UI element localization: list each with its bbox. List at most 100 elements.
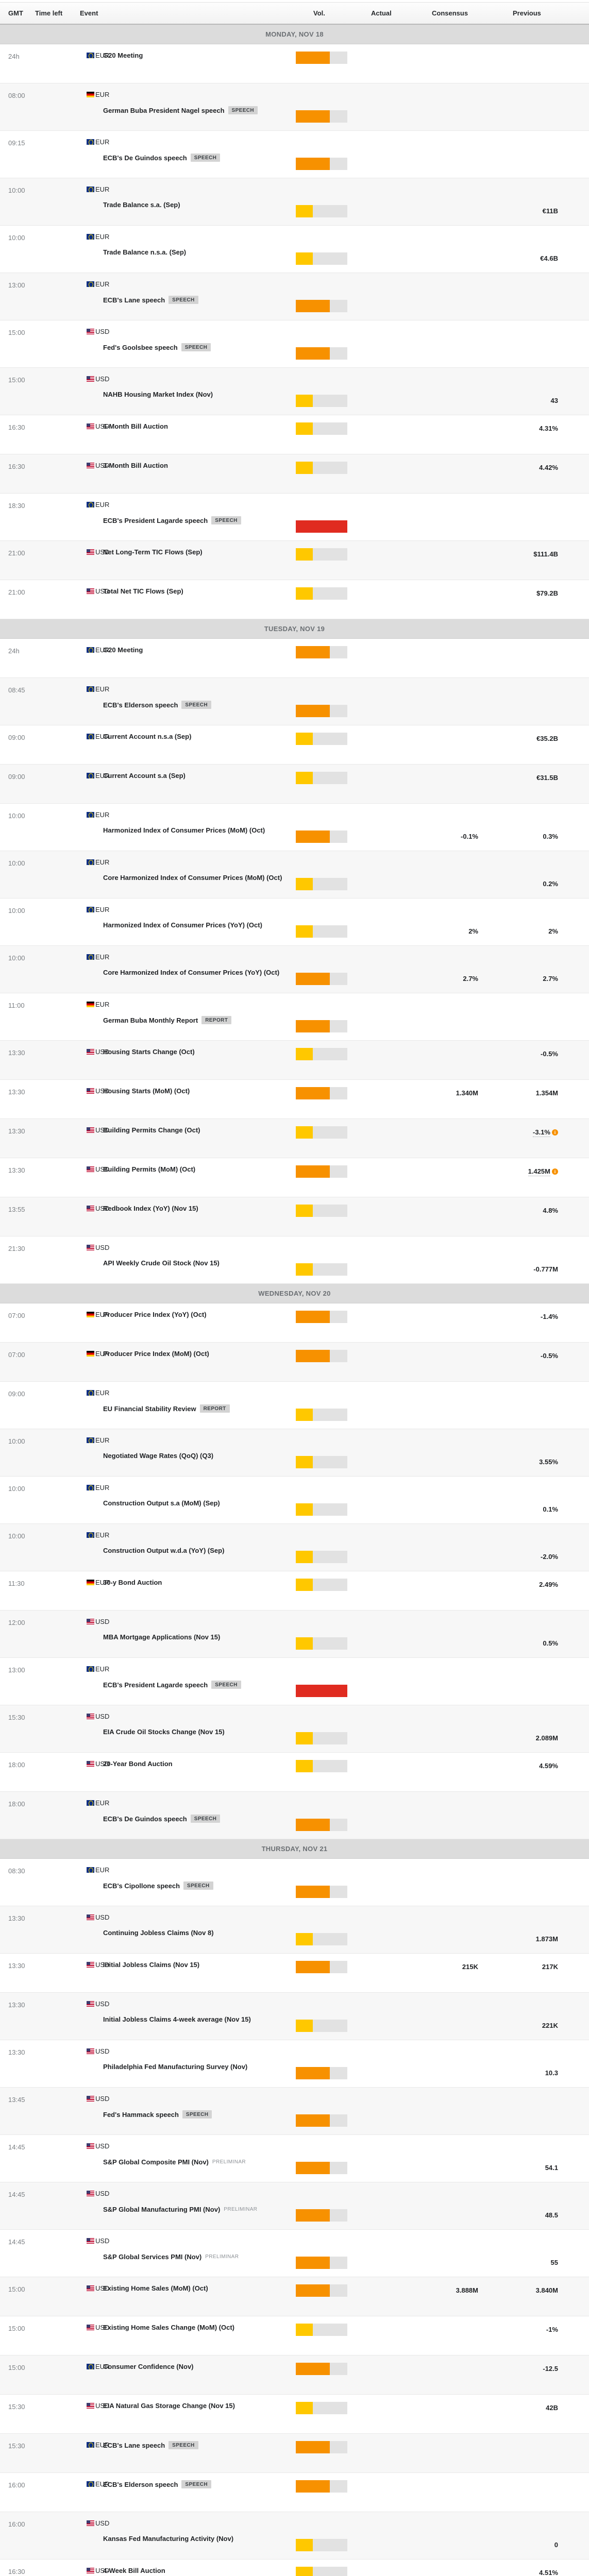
calendar-event-row[interactable]: 18:30 EUR ECB's President Lagarde speech SP…	[0, 494, 589, 541]
event-name-cell[interactable]: Net Long-Term TIC Flows (Sep)	[103, 548, 203, 556]
calendar-event-row[interactable]: 10:00 EUR Negotiated Wage Rates (QoQ) (Q3)…	[0, 1429, 589, 1477]
event-name[interactable]: Existing Home Sales Change (MoM) (Oct)	[103, 2324, 234, 2331]
calendar-event-row[interactable]: 15:00 USD Fed's Goolsbee speech SPEECH	[0, 320, 589, 368]
event-name[interactable]: Building Permits Change (Oct)	[103, 1126, 200, 1134]
event-name[interactable]: Kansas Fed Manufacturing Activity (Nov)	[103, 2535, 234, 2543]
event-name[interactable]: Housing Starts (MoM) (Oct)	[103, 1087, 190, 1095]
event-name-cell[interactable]: 20-Year Bond Auction	[103, 1760, 173, 1768]
event-name[interactable]: Total Net TIC Flows (Sep)	[103, 587, 183, 595]
event-name[interactable]: Current Account s.a (Sep)	[103, 772, 186, 779]
calendar-event-row[interactable]: 16:00 USD Kansas Fed Manufacturing Activit…	[0, 2512, 589, 2560]
event-name-cell[interactable]: Harmonized Index of Consumer Prices (YoY…	[103, 921, 262, 929]
calendar-event-row[interactable]: 13:30 USD Building Permits (MoM) (Oct) 1.42…	[0, 1158, 589, 1197]
event-name-cell[interactable]: Housing Starts (MoM) (Oct)	[103, 1087, 190, 1095]
calendar-event-row[interactable]: 18:00 USD 20-Year Bond Auction 4.59%	[0, 1753, 589, 1792]
event-name-cell[interactable]: Total Net TIC Flows (Sep)	[103, 587, 183, 595]
column-header-actual[interactable]: Actual	[371, 9, 392, 17]
event-name-cell[interactable]: Consumer Confidence (Nov)	[103, 2363, 194, 2370]
calendar-event-row[interactable]: 13:30 USD Initial Jobless Claims 4-week av…	[0, 1993, 589, 2040]
event-name[interactable]: Producer Price Index (MoM) (Oct)	[103, 1350, 209, 1358]
calendar-event-row[interactable]: 08:00 EUR German Buba President Nagel spee…	[0, 83, 589, 131]
event-name[interactable]: MBA Mortgage Applications (Nov 15)	[103, 1633, 221, 1641]
event-name[interactable]: ECB's Elderson speech	[103, 701, 178, 709]
calendar-event-row[interactable]: 15:30 USD EIA Natural Gas Storage Change (…	[0, 2395, 589, 2434]
event-name[interactable]: Existing Home Sales (MoM) (Oct)	[103, 2284, 208, 2292]
calendar-event-row[interactable]: 14:45 USD S&P Global Manufacturing PMI (No…	[0, 2182, 589, 2230]
calendar-event-row[interactable]: 15:00 USD Existing Home Sales Change (MoM)…	[0, 2316, 589, 2355]
event-name-cell[interactable]: Building Permits (MoM) (Oct)	[103, 1165, 195, 1173]
event-name-cell[interactable]: Negotiated Wage Rates (QoQ) (Q3)	[103, 1452, 213, 1460]
event-name[interactable]: Core Harmonized Index of Consumer Prices…	[103, 969, 280, 976]
event-name[interactable]: Current Account n.s.a (Sep)	[103, 733, 192, 740]
event-name[interactable]: Redbook Index (YoY) (Nov 15)	[103, 1205, 198, 1212]
event-name-cell[interactable]: Producer Price Index (MoM) (Oct)	[103, 1350, 209, 1358]
event-name[interactable]: Initial Jobless Claims (Nov 15)	[103, 1961, 200, 1969]
info-icon[interactable]: i	[552, 1129, 558, 1136]
event-name-cell[interactable]: MBA Mortgage Applications (Nov 15)	[103, 1633, 220, 1641]
event-name[interactable]: Core Harmonized Index of Consumer Prices…	[103, 874, 282, 882]
event-name[interactable]: Producer Price Index (YoY) (Oct)	[103, 1311, 207, 1318]
column-header-gmt[interactable]: GMT	[8, 9, 23, 17]
event-name[interactable]: 3-Month Bill Auction	[103, 462, 168, 469]
event-name[interactable]: Harmonized Index of Consumer Prices (MoM…	[103, 826, 265, 834]
event-name[interactable]: S&P Global Services PMI (Nov)	[103, 2252, 202, 2261]
event-name[interactable]: EIA Natural Gas Storage Change (Nov 15)	[103, 2402, 235, 2410]
event-name[interactable]: ECB's President Lagarde speech	[103, 516, 208, 524]
event-name-cell[interactable]: ECB's Elderson speech SPEECH	[103, 701, 211, 709]
event-name[interactable]: 4-Week Bill Auction	[103, 2567, 165, 2574]
event-name[interactable]: ECB's President Lagarde speech	[103, 1681, 208, 1689]
calendar-event-row[interactable]: 10:00 EUR Construction Output s.a (MoM) (S…	[0, 1477, 589, 1524]
event-name[interactable]: EIA Crude Oil Stocks Change (Nov 15)	[103, 1728, 225, 1736]
calendar-event-row[interactable]: 13:00 EUR ECB's President Lagarde speech SP…	[0, 1658, 589, 1705]
event-name-cell[interactable]: 6-Month Bill Auction	[103, 422, 168, 430]
event-name-cell[interactable]: German Buba President Nagel speech SPEECH	[103, 106, 258, 114]
event-name[interactable]: Building Permits (MoM) (Oct)	[103, 1165, 196, 1173]
calendar-event-row[interactable]: 16:30 USD 6-Month Bill Auction 4.31%	[0, 415, 589, 454]
calendar-event-row[interactable]: 10:00 EUR Core Harmonized Index of Consume…	[0, 946, 589, 993]
event-name-cell[interactable]: Continuing Jobless Claims (Nov 8)	[103, 1929, 214, 1937]
event-name[interactable]: Consumer Confidence (Nov)	[103, 2363, 194, 2370]
calendar-event-row[interactable]: 13:30 USD Housing Starts (MoM) (Oct) 1.340M…	[0, 1080, 589, 1119]
event-name[interactable]: 20-Year Bond Auction	[103, 1760, 173, 1768]
calendar-event-row[interactable]: 13:30 USD Building Permits Change (Oct) -3.…	[0, 1119, 589, 1158]
column-header-previous[interactable]: Previous	[513, 9, 541, 17]
calendar-event-row[interactable]: 15:00 USD Existing Home Sales (MoM) (Oct) 3…	[0, 2277, 589, 2316]
calendar-event-row[interactable]: 15:00 USD NAHB Housing Market Index (Nov) 4…	[0, 368, 589, 415]
event-name[interactable]: Construction Output s.a (MoM) (Sep)	[103, 1499, 220, 1507]
event-name-cell[interactable]: Core Harmonized Index of Consumer Prices…	[103, 874, 282, 882]
event-name[interactable]: Initial Jobless Claims 4-week average (N…	[103, 2015, 251, 2023]
event-name-cell[interactable]: EIA Natural Gas Storage Change (Nov 15)	[103, 2402, 235, 2410]
event-name-cell[interactable]: Construction Output w.d.a (YoY) (Sep)	[103, 1547, 224, 1554]
event-name[interactable]: Net Long-Term TIC Flows (Sep)	[103, 548, 203, 556]
event-name[interactable]: 30-y Bond Auction	[103, 1579, 162, 1586]
event-name[interactable]: ECB's De Guindos speech	[103, 154, 187, 162]
calendar-event-row[interactable]: 10:00 EUR Harmonized Index of Consumer Pri…	[0, 804, 589, 851]
calendar-event-row[interactable]: 10:00 EUR Construction Output w.d.a (YoY) …	[0, 1524, 589, 1571]
event-name-cell[interactable]: EU Financial Stability Review REPORT	[103, 1404, 230, 1413]
calendar-event-row[interactable]: 15:30 EUR ECB's Lane speech SPEECH	[0, 2434, 589, 2473]
event-name-cell[interactable]: Initial Jobless Claims 4-week average (N…	[103, 2015, 251, 2023]
event-name-cell[interactable]: G20 Meeting	[103, 52, 143, 59]
calendar-event-row[interactable]: 08:30 EUR ECB's Cipollone speech SPEECH	[0, 1859, 589, 1906]
event-name[interactable]: API Weekly Crude Oil Stock (Nov 15)	[103, 1259, 220, 1267]
event-name-cell[interactable]: German Buba Monthly Report REPORT	[103, 1016, 232, 1024]
event-name-cell[interactable]: Kansas Fed Manufacturing Activity (Nov)	[103, 2535, 233, 2543]
calendar-event-row[interactable]: 07:00 EUR Producer Price Index (MoM) (Oct)…	[0, 1343, 589, 1382]
event-name-cell[interactable]: ECB's Elderson speech SPEECH	[103, 2480, 211, 2488]
event-name-cell[interactable]: S&P Global Manufacturing PMI (Nov) PRELIM…	[103, 2205, 261, 2213]
event-name[interactable]: Negotiated Wage Rates (QoQ) (Q3)	[103, 1452, 214, 1460]
event-name-cell[interactable]: Redbook Index (YoY) (Nov 15)	[103, 1205, 198, 1212]
event-name-cell[interactable]: ECB's President Lagarde speech SPEECH	[103, 1681, 241, 1689]
event-name-cell[interactable]: Initial Jobless Claims (Nov 15)	[103, 1961, 199, 1969]
event-name-cell[interactable]: ECB's President Lagarde speech SPEECH	[103, 516, 241, 524]
event-name-cell[interactable]: Current Account n.s.a (Sep)	[103, 733, 191, 740]
calendar-event-row[interactable]: 13:30 USD Philadelphia Fed Manufacturing S…	[0, 2040, 589, 2088]
calendar-event-row[interactable]: 18:00 EUR ECB's De Guindos speech SPEECH	[0, 1792, 589, 1839]
calendar-event-row[interactable]: 10:00 EUR Harmonized Index of Consumer Pri…	[0, 899, 589, 946]
calendar-event-row[interactable]: 15:00 EUR Consumer Confidence (Nov) -12.5	[0, 2355, 589, 2395]
calendar-event-row[interactable]: 09:00 EUR EU Financial Stability Review REP…	[0, 1382, 589, 1429]
calendar-event-row[interactable]: 15:30 USD EIA Crude Oil Stocks Change (Nov…	[0, 1705, 589, 1753]
calendar-event-row[interactable]: 10:00 EUR Core Harmonized Index of Consume…	[0, 851, 589, 899]
calendar-event-row[interactable]: 13:30 USD Continuing Jobless Claims (Nov 8…	[0, 1906, 589, 1954]
event-name-cell[interactable]: 3-Month Bill Auction	[103, 462, 168, 469]
